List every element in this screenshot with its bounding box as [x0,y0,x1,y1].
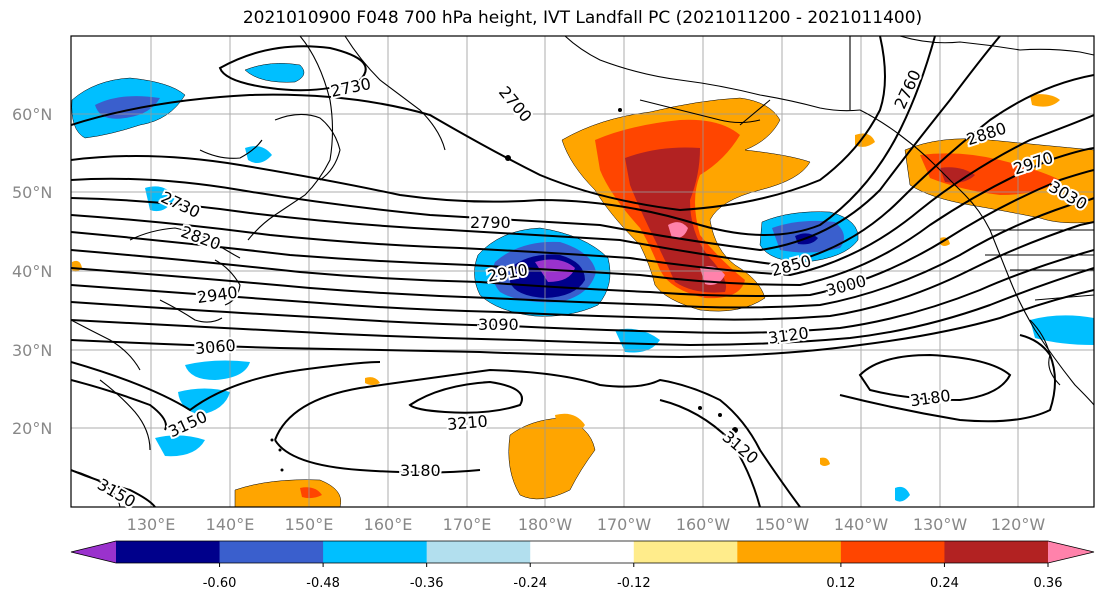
plot-frame [70,35,1095,508]
lat-label-20n: 20°N [12,419,52,438]
map-plot-area [71,36,1094,507]
lon-label: 160°E [364,515,413,534]
longitude-labels: 130°E 140°E 150°E 160°E 170°E 180°W 170°… [127,515,1046,534]
colorbar-tick-label: -0.48 [306,576,340,591]
contour-label: 3090 [478,315,519,334]
colorbar-segment [1048,541,1094,563]
lon-label: 130°E [127,515,176,534]
colorbar-tick-label: -0.36 [410,576,444,591]
lon-label: 140°W [834,515,889,534]
colorbar-segment [323,541,428,563]
colorbar-tick-label: 0.36 [1034,576,1063,591]
lat-label-40n: 40°N [12,262,52,281]
colorbar-tick-label: -0.12 [617,576,651,591]
colorbar-tick-label: 0.12 [826,576,855,591]
colorbar-segment [530,541,635,563]
colorbar-segment [426,541,531,563]
colorbar-segment [219,541,324,563]
contour-label: 2790 [470,213,511,232]
lon-label: 140°E [206,515,255,534]
contour-label: 3210 [446,411,488,433]
lon-label: 120°W [991,515,1046,534]
colorbar-segment [737,541,842,563]
lat-label-50n: 50°N [12,183,52,202]
lon-label: 160°W [676,515,731,534]
lon-label: 180°W [518,515,573,534]
map-title: 2021010900 F048 700 hPa height, IVT Land… [242,8,923,28]
islands [270,108,738,472]
lon-label: 170°W [597,515,652,534]
lon-label: 170°E [443,515,492,534]
lon-label: 130°W [913,515,968,534]
colorbar-tick-label: -0.60 [203,576,237,591]
colorbar-segment [116,541,221,563]
latitude-labels: 60°N 50°N 40°N 30°N 20°N [12,105,52,438]
contour-label: 3180 [400,461,441,480]
colorbar-segment [71,541,116,563]
colorbar-tick-label: -0.24 [513,576,547,591]
lat-label-60n: 60°N [12,105,52,124]
lat-label-30n: 30°N [12,341,52,360]
contour-label: 3060 [194,336,236,358]
colorbar-segment [840,541,945,563]
colorbar-segment [633,541,738,563]
colorbar-segment [944,541,1049,563]
height-contours [71,36,1094,507]
lon-label: 150°E [285,515,334,534]
colorbar-tick-label: 0.24 [930,576,959,591]
colorbar: -0.60-0.48-0.36-0.24-0.120.120.240.360.4… [70,540,1095,591]
colorbar-outline [70,540,1095,564]
lon-label: 150°W [755,515,810,534]
contour-labels: 2730 2700 2760 2880 2970 3030 2730 2820 … [92,65,1092,514]
